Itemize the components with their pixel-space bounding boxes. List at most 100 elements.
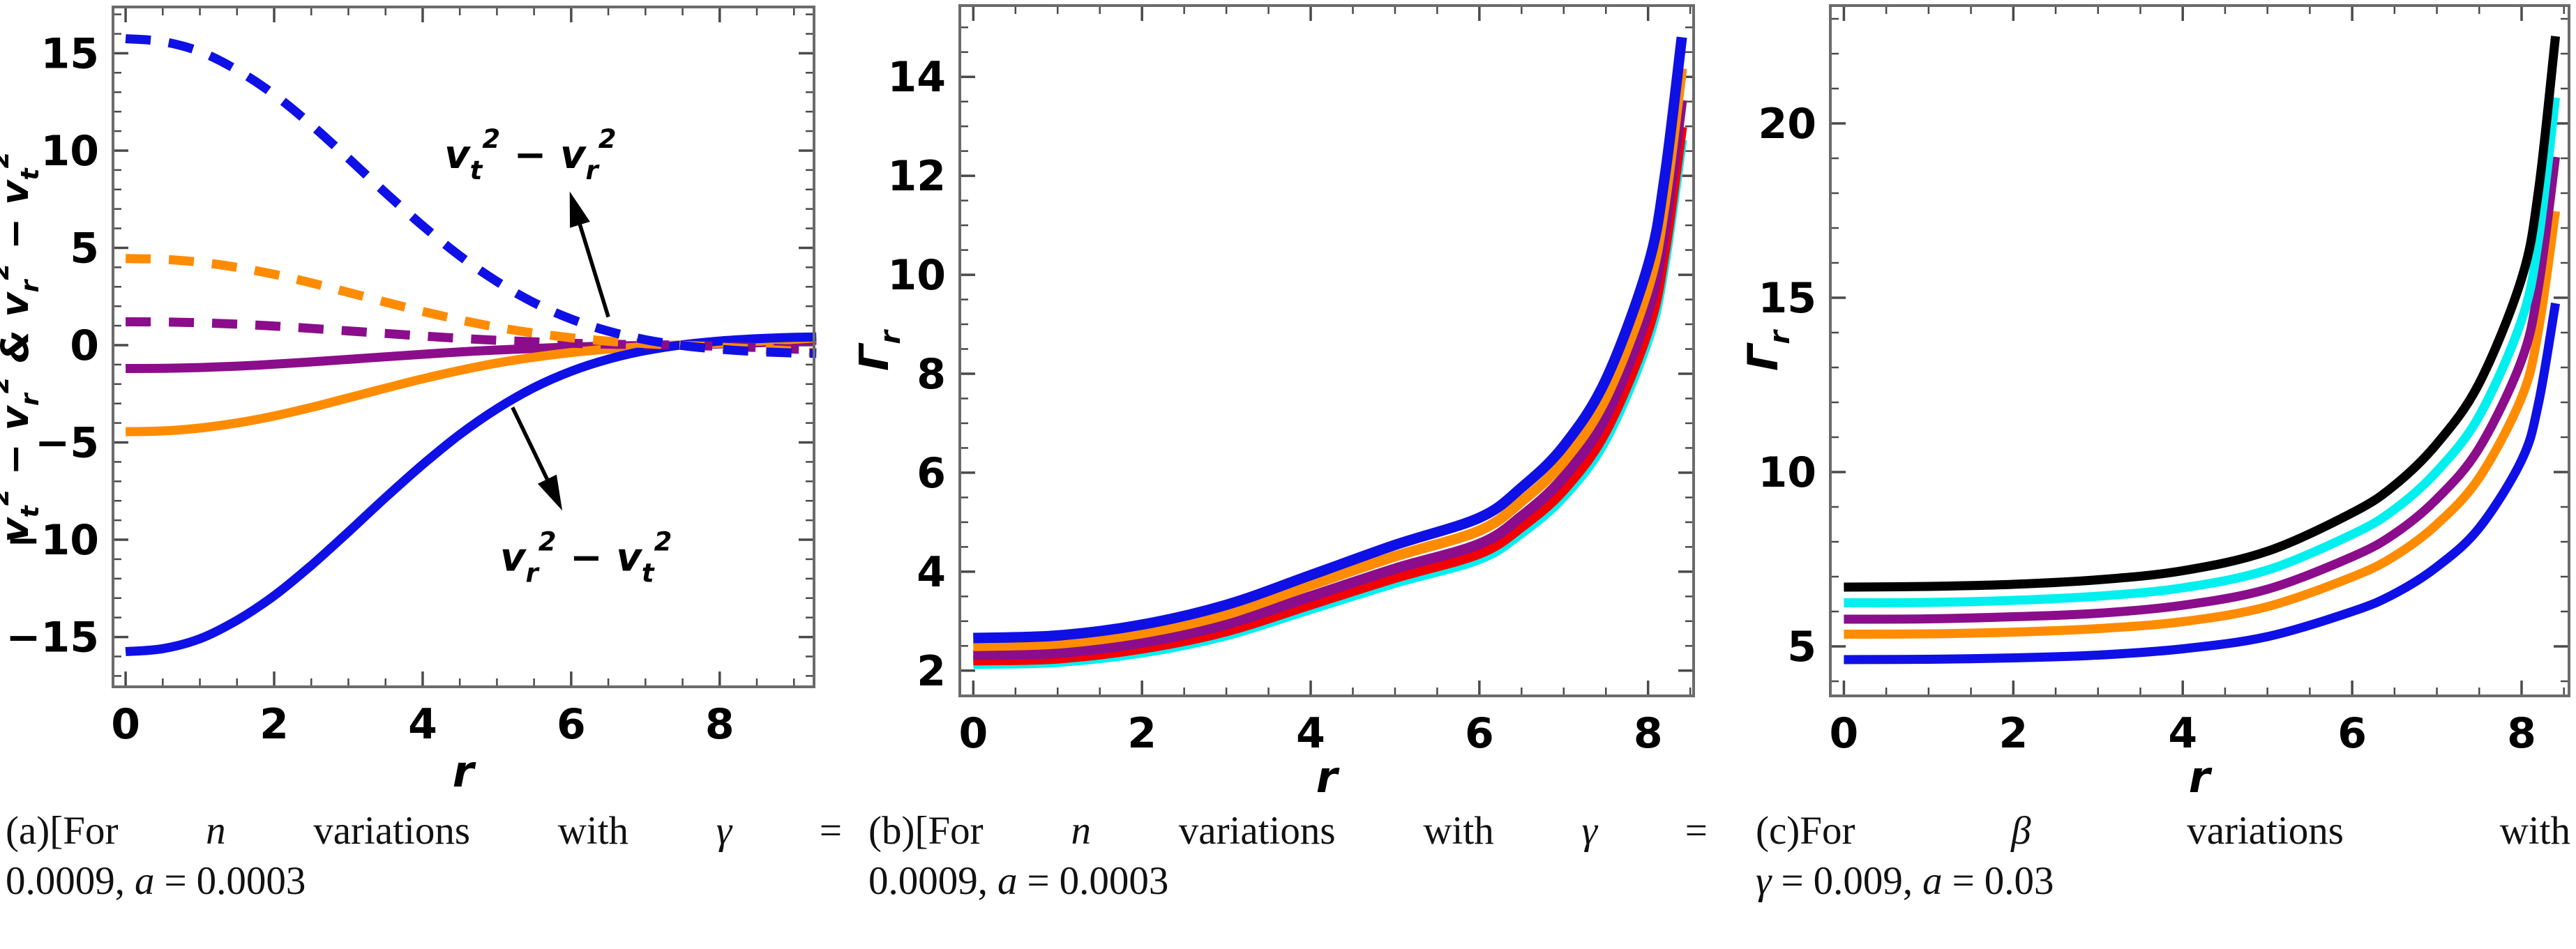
series-vt2-vr2-dashed-purple	[126, 317, 817, 355]
caption-word: =	[819, 809, 842, 853]
vt2-vr2-label: vt2 − vr2	[444, 124, 616, 185]
chart-gamma-r-n-variations: 024682468101214rΓr	[859, 4, 1695, 802]
caption-word: 0.0003	[196, 859, 306, 903]
y-tick-label: 5	[1787, 623, 1816, 671]
series-n-variation-red	[973, 126, 1687, 666]
x-tick-label: 6	[557, 700, 586, 749]
plot-frame	[112, 6, 815, 688]
x-tick-label: 2	[1998, 709, 2028, 758]
y-tick-label: 10	[41, 127, 100, 176]
series-n-variation-purple	[973, 99, 1687, 660]
caption-word: 0.009,	[1813, 859, 1913, 903]
caption-word: n	[1071, 809, 1091, 853]
caption-word: 0.0003	[1059, 859, 1169, 903]
caption-word: 0.03	[1984, 859, 2054, 903]
caption-word: a	[135, 859, 155, 903]
caption-word: with	[1423, 809, 1494, 853]
caption-word: variations	[2187, 809, 2344, 853]
caption-line1: (b)[For n variations with γ =	[868, 806, 1708, 856]
series-vr2-vt2-solid-blue	[125, 332, 817, 656]
caption-word: γ	[1756, 859, 1772, 903]
series-beta-variation-purple	[1844, 156, 2561, 624]
y-axis-label: Γr	[859, 329, 907, 371]
plot-frame	[1829, 4, 2570, 697]
series-beta-variation-cyan	[1844, 97, 2561, 607]
x-tick-label: 0	[958, 709, 988, 758]
x-tick-label: 2	[259, 700, 289, 749]
caption-line1: (a)[For n variations with γ =	[6, 806, 842, 856]
caption-word: n	[206, 809, 226, 853]
caption-word: =	[1027, 859, 1050, 903]
x-tick-label: 6	[1465, 709, 1494, 758]
caption-a: (a)[For n variations with γ = 0.0009, a = 0.0003	[6, 806, 842, 906]
caption-word: γ	[716, 809, 732, 853]
chart-sound-speed-difference: 0 2 4 6 8 −15 −10 −5 0 5 10 15 vt2 − vr2 vr2 − vt2 r vt…	[0, 6, 817, 797]
x-tick-label: 4	[2168, 709, 2197, 758]
caption-word: (b)[For	[868, 809, 984, 853]
y-tick-label: 15	[41, 29, 100, 78]
annotation-arrow-line	[578, 224, 610, 318]
caption-word: with	[2499, 809, 2570, 853]
y-tick-label: 0	[70, 321, 99, 370]
series-vt2-vr2-dashed-orange	[125, 254, 817, 358]
caption-word: a	[1922, 859, 1943, 903]
x-tick-label: 2	[1127, 709, 1157, 758]
chart-gamma-r-beta-variations: 0 2 4 6 8 5 10 15 20 r Γr	[1739, 4, 2570, 802]
caption-word: γ	[1581, 809, 1597, 853]
caption-word: variations	[313, 809, 471, 853]
series-vt2-vr2-dashed-blue	[125, 34, 817, 358]
caption-word: =	[1952, 859, 1975, 903]
x-axis-label: r	[1316, 752, 1340, 802]
caption-word: (a)[For	[6, 809, 119, 853]
x-tick-label: 8	[2507, 709, 2536, 758]
caption-word: variations	[1178, 809, 1336, 853]
annotation-arrow-line	[511, 407, 549, 480]
caption-word: =	[1781, 859, 1804, 903]
y-axis-label: vt2 − vr2 & vr2 − vt2	[0, 151, 45, 542]
y-tick-label: 15	[1758, 274, 1817, 323]
x-tick-label: 4	[1296, 709, 1325, 758]
caption-line2: 0.0009, a = 0.0003	[6, 856, 842, 906]
y-tick-label: 14	[888, 53, 947, 102]
ticks-c	[1830, 6, 2569, 696]
caption-word: (c)For	[1756, 809, 1855, 853]
x-axis-label: r	[2189, 752, 2213, 802]
caption-word: 0.0009,	[6, 859, 125, 903]
plot-frame	[958, 4, 1695, 697]
ticks-b	[960, 6, 1694, 697]
annotation-arrow-head	[569, 191, 590, 228]
series-n-variation-orange	[973, 68, 1687, 651]
caption-word: a	[997, 859, 1018, 903]
caption-line2: 0.0009, a = 0.0003	[868, 856, 1708, 906]
annotation-arrow-head	[537, 474, 563, 511]
x-tick-label: 8	[705, 700, 735, 749]
y-tick-label: 12	[888, 152, 947, 201]
subfigure-b: 024682468101214rΓr (b)[Fornvariationswit…	[859, 0, 1717, 949]
x-tick-label: 0	[111, 700, 140, 749]
y-tick-label: −5	[35, 419, 99, 468]
y-tick-label: −15	[6, 614, 99, 662]
series-n-variation-blue	[973, 36, 1687, 644]
subfigure-c: 0 2 4 6 8 5 10 15 20 r Γr (c)For β variations with γ = 0…	[1717, 0, 2576, 949]
y-tick-label: 2	[917, 647, 946, 696]
series-beta-variation-blue	[1844, 302, 2561, 665]
y-tick-label: 10	[888, 251, 947, 300]
y-tick-label: 4	[917, 548, 946, 597]
caption-b: (b)[For n variations with γ = 0.0009, a = 0.0003	[868, 806, 1708, 906]
y-tick-label: 20	[1758, 100, 1817, 149]
caption-word: β	[2011, 809, 2031, 853]
y-tick-label: 5	[70, 224, 99, 273]
y-tick-label: 8	[917, 350, 946, 399]
caption-word: =	[164, 859, 187, 903]
caption-word: =	[1685, 809, 1708, 853]
caption-line1: (c)For β variations with	[1756, 806, 2570, 856]
x-tick-label: 0	[1830, 709, 1859, 758]
series-beta-variation-black	[1844, 36, 2561, 592]
caption-c: (c)For β variations with γ = 0.009, a = 0.03	[1756, 806, 2570, 906]
y-axis-label: Γr	[1739, 329, 1796, 371]
subfigure-a: 0 2 4 6 8 −15 −10 −5 0 5 10 15 vt2 − vr2 vr2 − vt2 r vt…	[0, 0, 859, 949]
y-tick-label: −10	[6, 516, 99, 565]
caption-word: with	[557, 809, 629, 853]
x-tick-label: 4	[408, 700, 437, 749]
